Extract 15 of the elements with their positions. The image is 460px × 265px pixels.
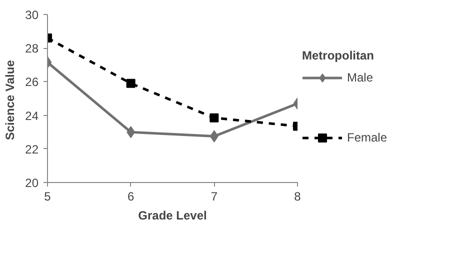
y-tick-label: 28: [25, 42, 39, 56]
x-tick-label: 8: [294, 190, 302, 204]
y-tick-label: 22: [25, 142, 39, 156]
y-tick-label: 26: [25, 75, 39, 90]
x-tick-label: 7: [210, 190, 218, 204]
y-tick-label: 24: [25, 108, 39, 123]
legend-label: Female: [347, 130, 388, 144]
x-axis-title: Grade Level: [138, 208, 207, 222]
y-tick-label: 20: [25, 176, 39, 190]
legend-label: Male: [347, 70, 374, 84]
x-tick-label: 6: [127, 190, 134, 204]
legend-title: Metropolitan: [302, 48, 375, 62]
y-axis-title: Science Value: [3, 60, 18, 140]
x-tick-label: 5: [44, 190, 52, 204]
y-tick-label: 30: [25, 8, 39, 22]
